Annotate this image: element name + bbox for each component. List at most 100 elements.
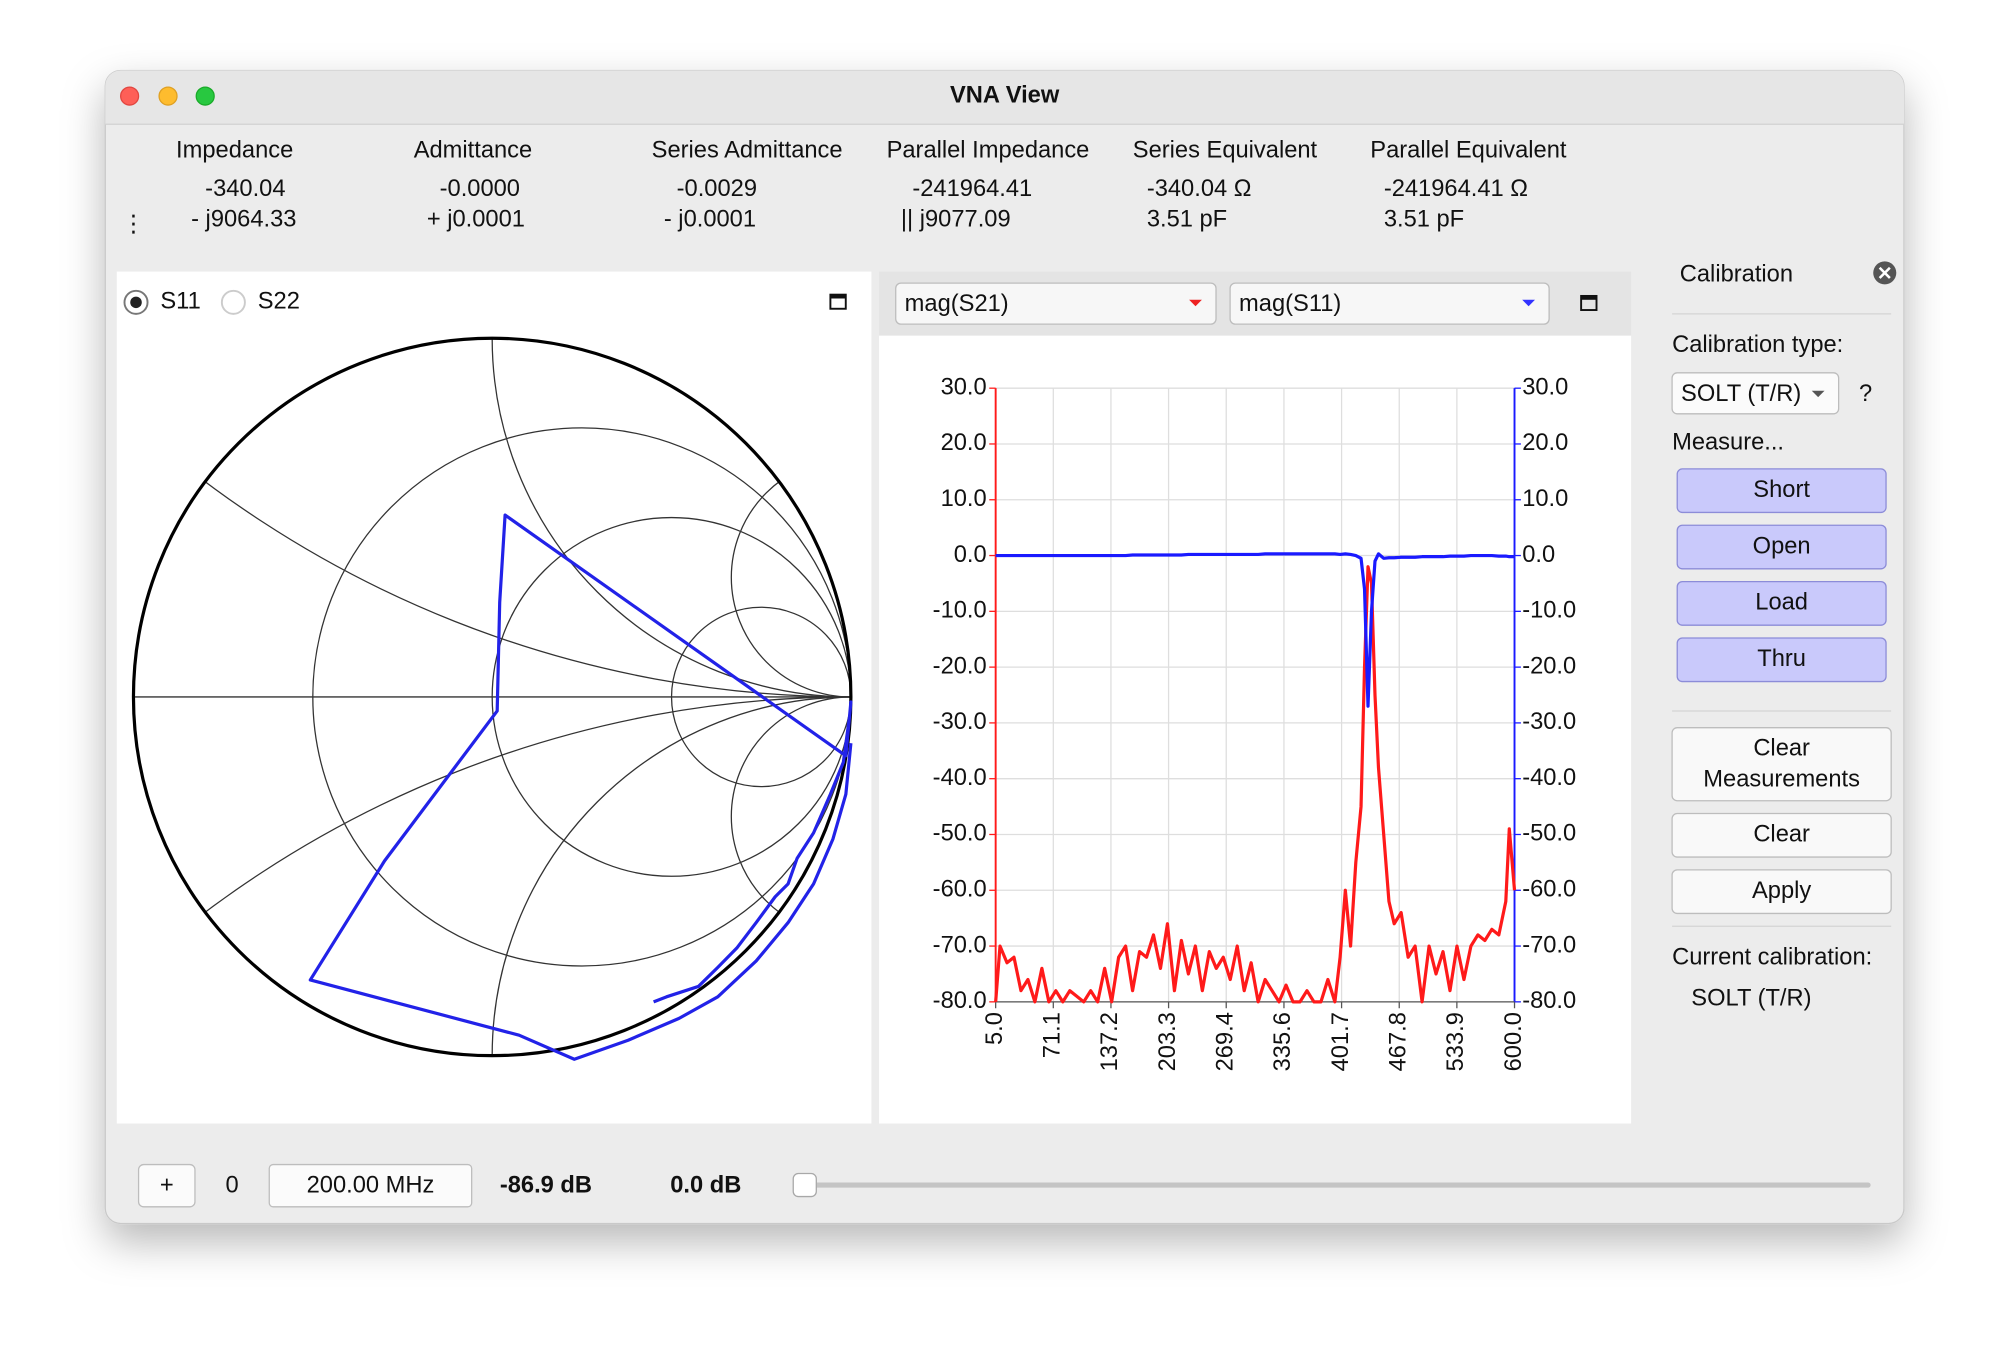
measure-button[interactable] bbox=[1676, 468, 1887, 514]
dropdown-arrow bbox=[1189, 299, 1202, 307]
measure-button[interactable] bbox=[1676, 637, 1887, 683]
y2-tick-label: -60.0 bbox=[1522, 877, 1576, 903]
y2-tick-label: -50.0 bbox=[1522, 821, 1576, 847]
frequency-field[interactable] bbox=[268, 1163, 473, 1208]
current-calibration: SOLT (T/R) bbox=[1691, 986, 1811, 1012]
y2-tick-label: 30.0 bbox=[1522, 374, 1568, 400]
title-bar bbox=[105, 70, 1904, 125]
y-tick-label: -60.0 bbox=[933, 877, 987, 903]
y2-tick-label: 10.0 bbox=[1522, 486, 1568, 512]
button-label: Thru bbox=[1757, 646, 1806, 672]
x-tick-label: 71.1 bbox=[1040, 1012, 1066, 1058]
smith-resistance-circle bbox=[312, 427, 851, 967]
radio-dot bbox=[130, 296, 142, 309]
x-tick-label: 203.3 bbox=[1155, 1012, 1181, 1071]
y2-tick-label: 0.0 bbox=[1522, 542, 1555, 568]
readout-label: Parallel Impedance bbox=[887, 137, 1090, 163]
readout-value: - j0.0001 bbox=[664, 207, 756, 233]
readout-value: 3.51 pF bbox=[1384, 207, 1464, 233]
radio-button[interactable] bbox=[220, 289, 246, 315]
readout-label: Admittance bbox=[414, 137, 533, 163]
dropdown-arrow bbox=[1811, 390, 1825, 398]
y2-tick-label: -40.0 bbox=[1522, 765, 1576, 791]
y2-tick-label: 20.0 bbox=[1522, 430, 1568, 456]
trace-select-2[interactable] bbox=[1229, 282, 1550, 325]
readout-label: Series Equivalent bbox=[1133, 137, 1318, 163]
field-label: Calibration type: bbox=[1672, 332, 1843, 358]
readout-label: Series Admittance bbox=[652, 137, 843, 163]
help-button[interactable]: ? bbox=[1859, 381, 1872, 407]
s11-readout: 0.0 dB bbox=[670, 1173, 741, 1199]
readout-value: + j0.0001 bbox=[427, 207, 525, 233]
y-tick-label: 0.0 bbox=[954, 542, 987, 568]
maximize-icon[interactable] bbox=[1580, 294, 1598, 311]
y-tick-label: -30.0 bbox=[933, 709, 987, 735]
button-label: Load bbox=[1755, 590, 1808, 616]
x-tick-label: 5.0 bbox=[982, 1012, 1008, 1045]
readout-value: 3.51 pF bbox=[1147, 207, 1227, 233]
x-tick-label: 467.8 bbox=[1385, 1012, 1411, 1071]
y2-tick-label: -30.0 bbox=[1522, 709, 1576, 735]
zoom-button[interactable] bbox=[195, 86, 215, 106]
readout-label: Parallel Equivalent bbox=[1370, 137, 1567, 163]
x-tick-label: 401.7 bbox=[1328, 1012, 1354, 1071]
y2-tick-label: -70.0 bbox=[1522, 932, 1576, 958]
select-value: SOLT (T/R) bbox=[1681, 381, 1801, 407]
measure-button[interactable] bbox=[1676, 524, 1887, 570]
slider-knob[interactable] bbox=[792, 1172, 817, 1198]
readout-value: -340.04 Ω bbox=[1147, 176, 1252, 202]
smith-resistance-circle bbox=[670, 606, 851, 788]
panel-title: Calibration bbox=[1680, 262, 1793, 288]
clear-measurements-button[interactable] bbox=[1671, 727, 1892, 802]
readout-value: || j9077.09 bbox=[901, 207, 1011, 233]
y-tick-label: 20.0 bbox=[941, 430, 987, 456]
smith-resistance-circle bbox=[491, 516, 851, 877]
smith-trace bbox=[308, 513, 853, 1061]
readout-value: -241964.41 bbox=[912, 176, 1032, 202]
y-tick-label: -20.0 bbox=[933, 653, 987, 679]
y2-tick-label: -10.0 bbox=[1522, 598, 1576, 624]
y-tick-label: -50.0 bbox=[933, 821, 987, 847]
measure-button[interactable] bbox=[1676, 580, 1887, 626]
x-tick-label: 533.9 bbox=[1443, 1012, 1469, 1071]
y-tick-label: -40.0 bbox=[933, 765, 987, 791]
series-line bbox=[995, 552, 1515, 708]
smith-grid bbox=[133, 338, 851, 1056]
apply-button[interactable] bbox=[1671, 869, 1892, 915]
window-title: VNA View bbox=[950, 82, 1060, 108]
close-button[interactable] bbox=[120, 86, 140, 106]
smith-reactance-arc bbox=[730, 457, 851, 698]
trace-select-label: mag(S11) bbox=[1239, 291, 1341, 317]
x-tick-label: 335.6 bbox=[1270, 1012, 1296, 1071]
marker-index: 0 bbox=[226, 1173, 239, 1199]
field-label: Current calibration: bbox=[1672, 945, 1872, 971]
clear-button[interactable] bbox=[1671, 812, 1892, 858]
y2-tick-label: -20.0 bbox=[1522, 653, 1576, 679]
radio-label: S11 bbox=[160, 289, 200, 315]
trace-select-label: mag(S21) bbox=[905, 291, 1009, 317]
add-marker-button[interactable] bbox=[137, 1163, 196, 1208]
button-label: + bbox=[160, 1173, 174, 1199]
series-line bbox=[994, 565, 1517, 1004]
y-tick-label: 30.0 bbox=[941, 374, 987, 400]
field-label: Measure... bbox=[1672, 430, 1784, 456]
close-panel-x bbox=[1878, 266, 1891, 279]
readout-value: -0.0000 bbox=[440, 176, 520, 202]
smith-outer-circle bbox=[131, 336, 853, 1058]
minimize-button[interactable] bbox=[158, 86, 178, 106]
button-label: Measurements bbox=[1703, 766, 1860, 792]
s21-readout: -86.9 dB bbox=[500, 1173, 592, 1199]
dropdown-arrow bbox=[1522, 299, 1536, 307]
chart-panel bbox=[879, 335, 1632, 1124]
splitter-handle[interactable]: ⋮ bbox=[122, 212, 146, 238]
y-tick-label: -10.0 bbox=[933, 598, 987, 624]
calibration-type-select[interactable] bbox=[1671, 372, 1840, 415]
trace-select-1[interactable] bbox=[895, 282, 1217, 325]
x-tick-label: 600.0 bbox=[1501, 1012, 1527, 1071]
readout-value: -241964.41 Ω bbox=[1384, 176, 1528, 202]
frequency-value: 200.00 MHz bbox=[307, 1173, 435, 1199]
readout-value: - j9064.33 bbox=[191, 207, 296, 233]
readout-label: Impedance bbox=[176, 137, 293, 163]
